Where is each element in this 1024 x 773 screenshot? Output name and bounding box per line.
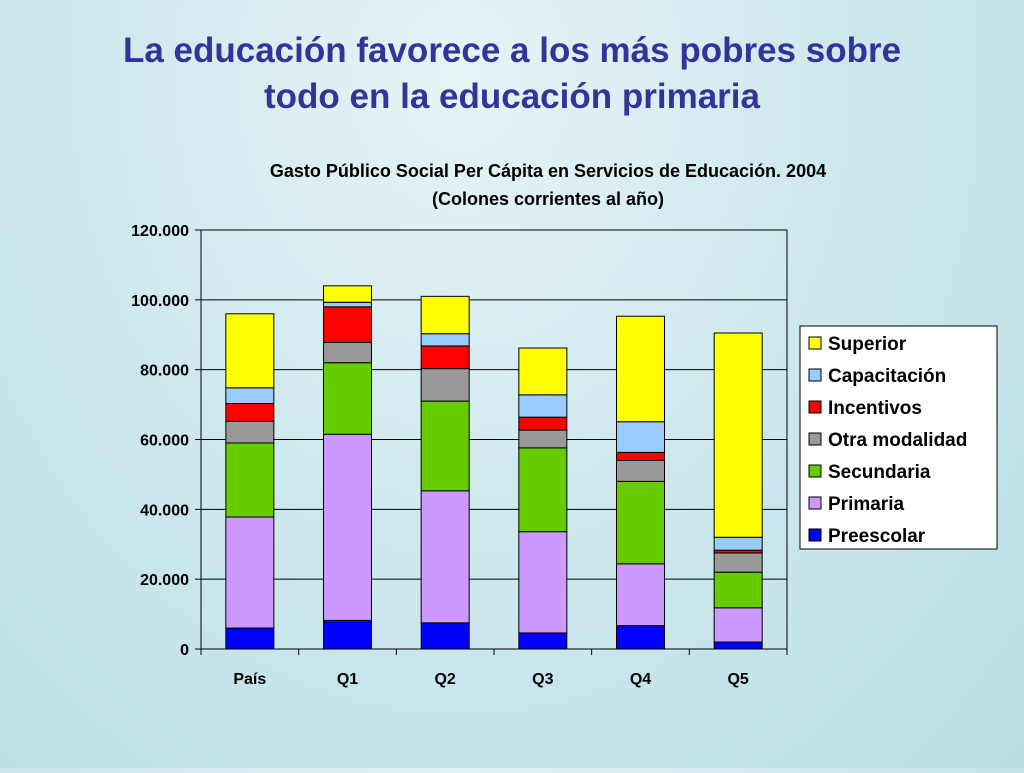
- legend-swatch: [808, 464, 822, 478]
- bar-segment: [225, 387, 275, 405]
- legend-label: Incentivos: [828, 398, 922, 419]
- grid-lines: [201, 299, 787, 580]
- bar-segment: [225, 442, 275, 518]
- y-tick-label: 20.000: [140, 572, 189, 589]
- bar-segment: [225, 516, 275, 629]
- slide-title: La educación favorece a los más pobres s…: [40, 28, 984, 120]
- bar-segment: [225, 403, 275, 422]
- bar-segment: [225, 313, 275, 389]
- legend-box: [799, 325, 998, 550]
- bar-segment: [518, 416, 568, 431]
- bar-segment: [518, 394, 568, 418]
- bar-segment: [518, 429, 568, 449]
- bar-segment: [225, 627, 275, 650]
- bar-segment: [713, 332, 763, 538]
- x-tick-label: Q3: [532, 671, 553, 688]
- bar-segment: [323, 433, 372, 621]
- legend-swatch: [808, 368, 822, 382]
- bar-segment: [713, 571, 763, 609]
- legend-swatch: [808, 528, 822, 542]
- slide-title-line1: La educación favorece a los más pobres s…: [122, 31, 902, 70]
- bar-segment: [616, 625, 665, 650]
- chart-subtitle: (Colones corrientes al año): [432, 189, 664, 209]
- legend-label: Capacitación: [828, 366, 946, 387]
- bar-segment: [616, 315, 665, 423]
- legend: Superior Capacitación Incentivos Otra modal…: [799, 325, 998, 550]
- legend-label: Preescolar: [828, 526, 926, 547]
- bar-segment: [323, 301, 372, 308]
- x-tick-label: Q2: [434, 671, 455, 688]
- y-tick-label: 80.000: [140, 363, 189, 380]
- legend-label: Superior: [828, 334, 907, 355]
- bar-segment: [323, 619, 372, 650]
- bar-segment: [420, 345, 470, 370]
- legend-swatch: [808, 400, 822, 414]
- bar-segment: [713, 607, 763, 643]
- bar-segment: [713, 536, 763, 551]
- y-tick-label: 60.000: [140, 433, 189, 450]
- bar-segment: [713, 641, 763, 650]
- bar-segment: [616, 480, 665, 565]
- legend-label: Secundaria: [828, 462, 931, 483]
- x-tick-label: Q1: [337, 671, 358, 688]
- x-tick-label: Q4: [630, 671, 651, 688]
- axes: 0 20.000 40.000 60.000 80.000 100.000 120.000 P…: [131, 223, 788, 688]
- y-tick-label: 40.000: [140, 502, 189, 519]
- bar-segment: [323, 285, 372, 303]
- legend-label: Primaria: [828, 494, 904, 515]
- bar-segment: [616, 421, 665, 453]
- bar-segment: [420, 400, 470, 492]
- bar-segment: [616, 563, 665, 627]
- legend-label: Otra modalidad: [828, 430, 967, 451]
- legend-swatch: [808, 432, 822, 446]
- bar-segment: [518, 347, 568, 396]
- x-tick-label: País: [233, 671, 266, 688]
- bar-segment: [420, 333, 470, 347]
- bar-segment: [518, 632, 568, 650]
- bar-segment: [225, 420, 275, 444]
- bar-segment: [420, 622, 470, 650]
- slide-title-line2: todo en la educación primaria: [264, 77, 760, 116]
- bar-segment: [323, 306, 372, 343]
- bar-segment: [420, 295, 470, 335]
- bar-segment: [713, 552, 763, 573]
- bar-segment: [518, 531, 568, 634]
- y-tick-label: 120.000: [131, 223, 189, 240]
- bar-segment: [616, 451, 665, 461]
- bar-segment: [420, 368, 470, 402]
- bar-segment: [518, 447, 568, 533]
- y-tick-label: 100.000: [131, 293, 189, 310]
- bar-segment: [323, 341, 372, 364]
- y-tick-label: 0: [180, 642, 189, 659]
- bar-segment: [323, 362, 372, 435]
- bar-segment: [616, 459, 665, 482]
- x-tick-label: Q5: [727, 671, 748, 688]
- legend-swatch: [808, 496, 822, 510]
- bars: [225, 285, 763, 650]
- legend-swatch: [808, 336, 822, 350]
- bar-segment: [420, 490, 470, 624]
- chart-title: Gasto Público Social Per Cápita en Servi…: [270, 161, 826, 181]
